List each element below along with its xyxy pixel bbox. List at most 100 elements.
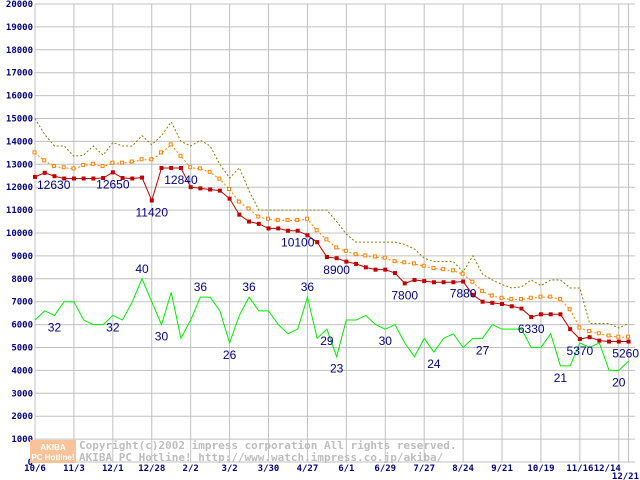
data-point-average	[431, 265, 436, 270]
data-point-average	[334, 245, 339, 250]
data-point-min	[305, 233, 310, 238]
data-point-average	[548, 294, 553, 299]
y-tick-label: 15000	[6, 115, 33, 125]
data-point-average	[100, 164, 105, 169]
x-tick-label: 12/1	[102, 464, 124, 474]
data-point-min	[431, 280, 436, 285]
data-point-average	[626, 334, 631, 339]
data-point-average	[343, 248, 348, 253]
data-point-average	[519, 296, 523, 301]
data-point-min	[597, 338, 602, 343]
x-tick-label: 12/21	[612, 472, 639, 480]
data-point-average	[178, 153, 183, 158]
data-point-average	[256, 214, 261, 219]
x-tick-label: 4/27	[297, 464, 319, 474]
data-point-min	[470, 292, 475, 297]
data-point-average	[207, 169, 212, 174]
data-point-min	[81, 176, 86, 181]
data-point-average	[120, 160, 125, 165]
data-point-average	[373, 254, 378, 259]
data-point-average	[51, 164, 56, 169]
data-point-min	[577, 337, 582, 342]
data-label-shops: 32	[48, 320, 62, 334]
data-point-average	[363, 253, 368, 258]
data-point-min	[62, 176, 67, 181]
y-tick-label: 7000	[11, 298, 33, 308]
data-point-min	[217, 188, 222, 193]
data-point-average	[499, 295, 504, 300]
akiba-logo	[30, 440, 76, 463]
data-point-average	[168, 142, 173, 147]
data-point-average	[149, 157, 154, 162]
data-point-min	[120, 176, 125, 181]
data-point-min	[363, 265, 368, 270]
x-tick-label: 11/16	[566, 464, 593, 474]
x-tick-label: 9/21	[491, 464, 513, 474]
data-point-average	[275, 217, 280, 222]
data-point-average	[460, 271, 465, 276]
data-point-min	[169, 165, 174, 170]
data-point-min	[110, 170, 115, 175]
y-tick-label: 4000	[11, 366, 33, 376]
data-point-average	[616, 334, 621, 339]
data-point-min	[607, 339, 612, 344]
data-point-min	[616, 339, 621, 344]
x-tick-label: 8/24	[452, 464, 474, 474]
data-point-min	[451, 280, 456, 285]
data-label-min: 12840	[164, 173, 198, 187]
data-label-min: 7880	[450, 287, 477, 301]
y-tick-label: 9000	[11, 252, 33, 262]
data-point-min	[354, 261, 359, 266]
data-point-average	[266, 216, 271, 221]
data-point-average	[61, 165, 66, 170]
data-point-min	[285, 228, 290, 233]
data-label-shops: 26	[223, 348, 237, 362]
data-point-average	[470, 279, 475, 284]
x-tick-label: 2/2	[183, 464, 199, 474]
data-point-min	[91, 176, 96, 181]
data-label-shops: 29	[320, 334, 334, 348]
data-label-min: 12630	[37, 178, 71, 192]
data-point-average	[197, 166, 202, 171]
data-point-min	[315, 240, 320, 245]
data-point-min	[393, 271, 398, 276]
data-point-average	[402, 260, 407, 265]
data-point-average	[324, 237, 329, 242]
y-tick-label: 1000	[11, 435, 33, 445]
copyright-text: Copyright(c)2002 impress corporation All…	[79, 439, 457, 452]
data-point-min	[587, 335, 592, 340]
data-point-average	[538, 294, 543, 299]
y-tick-label: 19000	[6, 23, 33, 33]
data-point-min	[461, 279, 466, 284]
data-point-min	[548, 312, 553, 317]
data-label-shops: 36	[301, 280, 315, 294]
data-point-min	[344, 259, 349, 264]
data-point-average	[110, 160, 115, 165]
data-point-min	[159, 165, 164, 170]
logo-top: AKIBA	[40, 443, 66, 452]
data-point-average	[188, 165, 193, 170]
data-point-min	[130, 176, 135, 181]
data-point-min	[412, 277, 417, 282]
data-label-shops: 23	[330, 362, 344, 376]
x-tick-label: 11/3	[63, 464, 85, 474]
data-point-average	[587, 328, 592, 333]
data-label-shops: 36	[194, 280, 208, 294]
data-point-min	[538, 312, 543, 317]
y-tick-label: 16000	[6, 92, 33, 102]
data-point-average	[42, 158, 47, 163]
y-tick-label: 13000	[6, 160, 33, 170]
data-point-average	[314, 228, 319, 233]
data-label-shops: 30	[155, 330, 169, 344]
plot-area: 0100020003000400050006000700080009000100…	[6, 0, 639, 480]
data-point-average	[129, 159, 134, 164]
data-label-shops: 20	[612, 375, 626, 389]
x-tick-label: 10/19	[527, 464, 554, 474]
data-point-min	[276, 226, 281, 231]
data-point-min	[42, 170, 47, 175]
data-point-min	[529, 315, 534, 320]
data-point-min	[295, 228, 300, 233]
series-line-max	[34, 118, 629, 329]
data-point-min	[208, 187, 213, 192]
data-point-min	[149, 198, 154, 203]
